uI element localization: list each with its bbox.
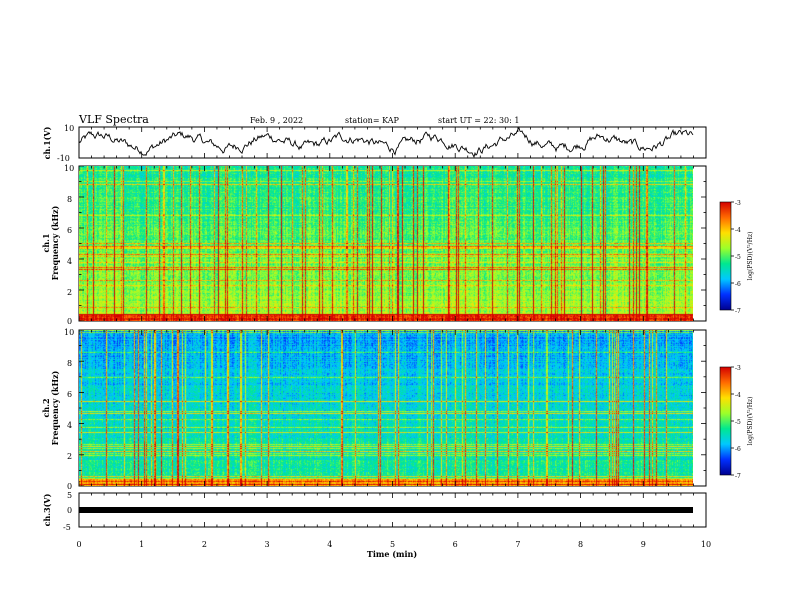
time-axis-tick-labels: 0 1 2 3 4 5 6 7 8 9 10 xyxy=(76,540,711,549)
ch2-freq-tick-2: 2 xyxy=(67,452,72,461)
ch3-trace-band xyxy=(79,507,693,513)
time-tick-label: 3 xyxy=(265,540,270,549)
ch1-freq-tick-0: 0 xyxy=(67,317,72,326)
ch2-freq-tick-6: 6 xyxy=(67,390,72,399)
ch1-colorbar-tick-m3: -3 xyxy=(735,200,741,207)
time-tick-label: 5 xyxy=(390,540,395,549)
ch2-colorbar-tick-m4: -4 xyxy=(735,392,741,399)
ch1-colorbar-tick-m7: -7 xyxy=(735,308,741,315)
figure-title: VLF Spectra xyxy=(78,113,149,126)
ch2-colorbar-tick-m7: -7 xyxy=(735,473,741,480)
ch3-panel: 5 0 -5 ch.3(V) 0 1 2 3 4 5 6 7 8 9 10 Time (min) xyxy=(42,491,711,559)
ch1-spectrogram-ylabel-frequency: Frequency (kHz) xyxy=(50,205,60,280)
time-axis-label: Time (min) xyxy=(367,549,417,559)
ch2-spectrogram-ylabel-frequency: Frequency (kHz) xyxy=(50,370,60,445)
ch1-colorbar-tick-m6: -6 xyxy=(735,281,741,288)
ch1-waveform-ticks xyxy=(78,127,707,158)
ch2-colorbar-gradient xyxy=(719,366,732,476)
ch1-colorbar: -3 -4 -5 -6 -7 log(PSD)(V²/Hz) xyxy=(719,200,754,315)
time-tick-label: 7 xyxy=(515,540,520,549)
time-tick-label: 4 xyxy=(327,540,332,549)
ch1-waveform-frame xyxy=(78,126,707,159)
ch1-spectrogram-heatmap xyxy=(79,166,693,321)
ch1-freq-tick-2: 2 xyxy=(67,288,72,297)
ch1-freq-tick-4: 4 xyxy=(67,257,72,266)
ch2-freq-tick-0: 0 xyxy=(67,482,72,491)
ch3-ylabel: ch.3(V) xyxy=(42,493,52,526)
ch3-ytick-5: 5 xyxy=(67,491,72,500)
ch1-waveform-panel: 10 -10 ch.1(V) xyxy=(42,124,707,163)
time-tick-label: 10 xyxy=(701,540,711,549)
ch2-freq-tick-8: 8 xyxy=(67,359,72,368)
ch2-spectrogram-heatmap xyxy=(79,330,693,486)
ch2-colorbar-tick-m5: -5 xyxy=(735,419,741,426)
time-tick-label: 0 xyxy=(76,540,81,549)
ch1-ytick-bottom: -10 xyxy=(57,154,70,163)
time-tick-label: 9 xyxy=(641,540,646,549)
ch2-colorbar-label: log(PSD)(V²/Hz) xyxy=(747,397,754,446)
ch2-colorbar: -3 -4 -5 -6 -7 log(PSD)(V²/Hz) xyxy=(719,365,754,480)
ch1-colorbar-gradient xyxy=(719,201,732,311)
ch1-freq-tick-10: 10 xyxy=(64,164,74,173)
ch2-colorbar-ticks xyxy=(731,366,734,476)
ch1-waveform-line xyxy=(78,126,694,159)
ch2-colorbar-tick-m3: -3 xyxy=(735,365,741,372)
ch1-waveform-ylabel: ch.1(V) xyxy=(42,126,52,159)
ch2-freq-tick-10: 10 xyxy=(64,328,74,337)
ch1-freq-tick-6: 6 xyxy=(67,226,72,235)
ch2-colorbar-tick-m6: -6 xyxy=(735,446,741,453)
ch1-colorbar-label: log(PSD)(V²/Hz) xyxy=(747,232,754,281)
start-time-text: start UT = 22: 30: 1 xyxy=(438,116,519,125)
ch3-ticks xyxy=(78,493,707,527)
ch3-ytick-m5: -5 xyxy=(63,523,71,532)
time-tick-label: 6 xyxy=(453,540,458,549)
ch2-spectrogram-ticks xyxy=(78,329,707,487)
ch2-freq-tick-4: 4 xyxy=(67,421,72,430)
station-text: station= KAP xyxy=(345,116,400,125)
date-text: Feb. 9 , 2022 xyxy=(250,116,303,125)
ch1-colorbar-tick-m5: -5 xyxy=(735,254,741,261)
ch2-spectrogram-panel: 10 8 6 4 2 0 ch.2 Frequency (kHz) xyxy=(41,328,707,491)
time-tick-label: 8 xyxy=(578,540,583,549)
ch1-spectrogram-ylabel-channel: ch.1 xyxy=(41,233,51,252)
ch1-colorbar-tick-m4: -4 xyxy=(735,227,741,234)
ch1-ytick-top: 10 xyxy=(64,124,74,133)
ch3-ytick-0: 0 xyxy=(67,506,72,515)
time-tick-label: 1 xyxy=(139,540,144,549)
ch1-spectrogram-panel: 10 8 6 4 2 0 ch.1 Frequency (kHz) xyxy=(41,164,707,326)
time-tick-label: 2 xyxy=(202,540,207,549)
ch1-freq-tick-8: 8 xyxy=(67,195,72,204)
ch2-spectrogram-ylabel-channel: ch.2 xyxy=(41,398,51,417)
ch1-colorbar-ticks xyxy=(731,201,734,311)
ch1-spectrogram-ticks xyxy=(78,165,707,322)
